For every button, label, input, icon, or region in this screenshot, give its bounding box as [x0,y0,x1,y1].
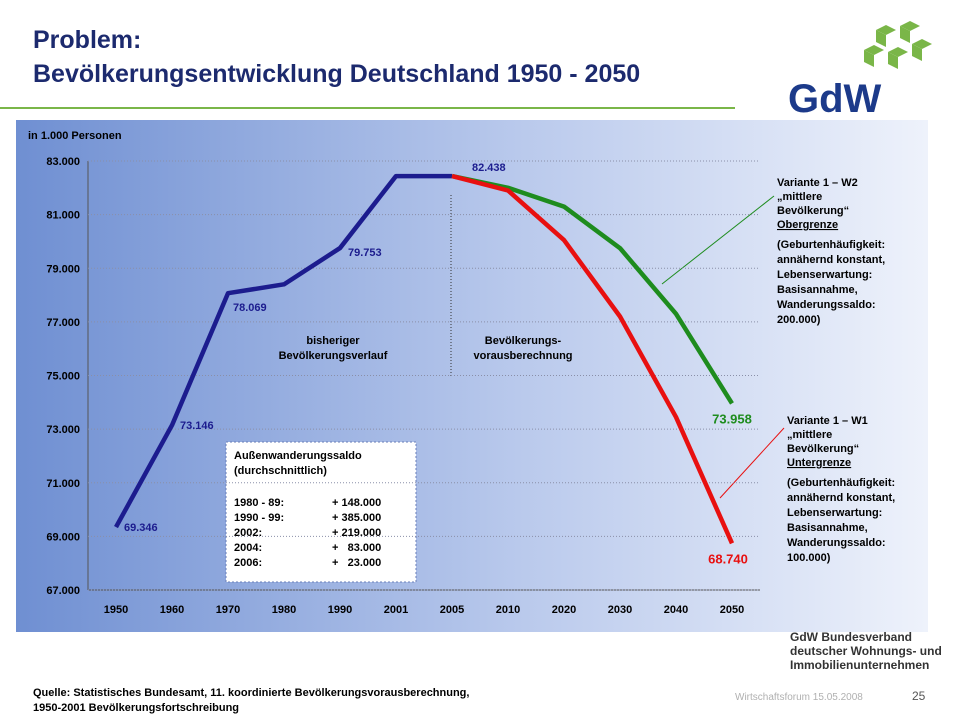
note-detail: (Geburtenhäufigkeit: [787,477,895,489]
migration-cell: + 148.000 [332,497,381,509]
note-detail: annähernd konstant, [777,254,885,266]
phase-label: vorausberechnung [473,350,572,362]
note-line: Bevölkerung“ [787,443,859,455]
title: Problem: [33,26,141,54]
migration-cell: 2004: [234,542,262,554]
migration-cell: 1980 - 89: [234,497,284,509]
data-label: 82.438 [472,162,506,174]
y-tick-label: 79.000 [46,263,80,275]
org-name: GdW Bundesverband [790,630,912,644]
org-name: deutscher Wohnungs- und [790,644,942,658]
event: Wirtschaftsforum 15.05.2008 [735,692,863,703]
x-tick-label: 1980 [272,604,296,616]
migration-cell: + 23.000 [332,557,381,569]
migration-cell: 1990 - 99: [234,512,284,524]
series-line [451,173,735,545]
data-label: 79.753 [348,247,382,259]
data-label: 73.958 [712,411,752,426]
y-tick-label: 83.000 [46,156,80,168]
note-line: „mittlere [777,191,822,203]
migration-box-frame [225,441,417,583]
note-detail: (Geburtenhäufigkeit: [777,239,885,251]
note-detail: Basisannahme, [777,284,858,296]
x-tick-label: 2030 [608,604,632,616]
note-line: Bevölkerung“ [777,205,849,217]
title: Bevölkerungsentwicklung Deutschland 1950… [33,60,640,88]
note-connector [661,195,775,285]
note-bound: Untergrenze [787,457,851,469]
x-tick-label: 2001 [384,604,408,616]
note-detail: 200.000) [777,314,821,326]
migration-title: Außenwanderungssaldo [234,450,362,462]
y-tick-label: 81.000 [46,210,80,222]
x-tick-label: 2010 [496,604,520,616]
source: Quelle: Statistisches Bundesamt, 11. koo… [33,687,469,699]
phase-label: Bevölkerungs- [485,335,562,347]
y-tick-label: 71.000 [46,478,80,490]
data-label: 78.069 [233,302,267,314]
migration-cell: 2002: [234,527,262,539]
logo-text: GdW [788,77,882,121]
migration-cell: 2006: [234,557,262,569]
y-tick-label: 67.000 [46,585,80,597]
x-tick-label: 2050 [720,604,744,616]
y-tick-label: 77.000 [46,317,80,329]
note-connector [719,427,785,499]
phase-label: bisheriger [306,335,360,347]
y-tick-label: 73.000 [46,424,80,436]
phase-label: Bevölkerungsverlauf [279,350,388,362]
x-tick-label: 2020 [552,604,576,616]
x-tick-label: 1990 [328,604,352,616]
org-name: Immobilienunternehmen [790,658,929,672]
page-number: 25 [912,689,926,703]
note-detail: Lebenserwartung: [777,269,872,281]
note-detail: 100.000) [787,552,831,564]
note-detail: Lebenserwartung: [787,507,882,519]
migration-box: Außenwanderungssaldo (durchschnittlich) 19… [225,441,417,583]
note-detail: annähernd konstant, [787,492,895,504]
x-tick-label: 2040 [664,604,688,616]
note-title: Variante 1 – W1 [787,415,868,427]
variant-notes: Variante 1 – W2 „mittlere Bevölkerung“ Ober… [661,177,895,564]
note-detail: Wanderungssaldo: [777,299,876,311]
note-detail: Basisannahme, [787,522,868,534]
migration-title: (durchschnittlich) [234,465,327,477]
logo-cubes [864,21,932,69]
migration-cell: + 385.000 [332,512,381,524]
migration-cell: + 219.000 [332,527,381,539]
y-tick-label: 75.000 [46,371,80,383]
note-title: Variante 1 – W2 [777,177,858,189]
source: 1950-2001 Bevölkerungsfortschreibung [33,702,239,714]
note-bound: Obergrenze [777,219,838,231]
x-tick-label: 1970 [216,604,240,616]
unit-label: in 1.000 Personen [28,130,122,142]
data-label: 69.346 [124,522,158,534]
y-tick-label: 69.000 [46,531,80,543]
x-tick-label: 1960 [160,604,184,616]
series-line [114,173,452,529]
x-tick-label: 1950 [104,604,128,616]
migration-cell: + 83.000 [332,542,381,554]
note-line: „mittlere [787,429,832,441]
note-detail: Wanderungssaldo: [787,537,886,549]
x-tick-label: 2005 [440,604,464,616]
data-label: 68.740 [708,551,748,566]
data-label: 73.146 [180,420,214,432]
